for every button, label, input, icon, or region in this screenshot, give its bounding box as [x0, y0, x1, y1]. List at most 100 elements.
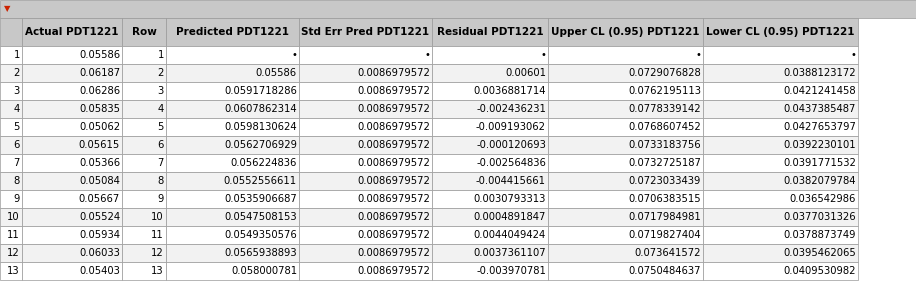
- Text: 0.0535906687: 0.0535906687: [224, 194, 297, 204]
- Bar: [22, 46, 122, 64]
- Bar: [0, 100, 22, 118]
- Text: -0.000120693: -0.000120693: [476, 140, 546, 150]
- Text: 0.0421241458: 0.0421241458: [783, 86, 856, 96]
- Bar: [432, 190, 548, 208]
- Bar: [703, 64, 858, 82]
- Text: 8: 8: [158, 176, 164, 186]
- Bar: [432, 100, 548, 118]
- Text: 0.0437385487: 0.0437385487: [783, 104, 856, 114]
- Text: Actual PDT1221: Actual PDT1221: [26, 27, 119, 37]
- Bar: [299, 190, 432, 208]
- Text: 0.0004891847: 0.0004891847: [474, 212, 546, 222]
- Bar: [299, 64, 432, 82]
- Text: 0.05524: 0.05524: [79, 212, 120, 222]
- Text: 0.0388123172: 0.0388123172: [783, 68, 856, 78]
- Text: 11: 11: [151, 230, 164, 240]
- Bar: [166, 154, 299, 172]
- Text: 0.0030793313: 0.0030793313: [474, 194, 546, 204]
- Bar: [703, 244, 858, 262]
- Bar: [703, 118, 858, 136]
- Bar: [22, 82, 122, 100]
- Text: 0.0044049424: 0.0044049424: [474, 230, 546, 240]
- Text: 0.0565938893: 0.0565938893: [224, 248, 297, 258]
- Text: 0.073641572: 0.073641572: [635, 248, 701, 258]
- Text: 11: 11: [7, 230, 20, 240]
- Bar: [122, 262, 166, 280]
- Bar: [166, 64, 299, 82]
- Bar: [548, 18, 703, 46]
- Text: 4: 4: [14, 104, 20, 114]
- Bar: [548, 226, 703, 244]
- Text: 12: 12: [7, 248, 20, 258]
- Bar: [122, 64, 166, 82]
- Bar: [166, 262, 299, 280]
- Bar: [432, 172, 548, 190]
- Bar: [432, 226, 548, 244]
- Text: 5: 5: [14, 122, 20, 132]
- Bar: [548, 190, 703, 208]
- Bar: [0, 18, 22, 46]
- Text: 9: 9: [14, 194, 20, 204]
- Text: 6: 6: [14, 140, 20, 150]
- Text: 8: 8: [14, 176, 20, 186]
- Text: 0.0086979572: 0.0086979572: [357, 140, 430, 150]
- Text: -0.009193062: -0.009193062: [476, 122, 546, 132]
- Bar: [122, 172, 166, 190]
- Text: 12: 12: [151, 248, 164, 258]
- Text: Std Err Pred PDT1221: Std Err Pred PDT1221: [301, 27, 430, 37]
- Bar: [122, 118, 166, 136]
- Text: 0.05084: 0.05084: [79, 176, 120, 186]
- Text: 0.06286: 0.06286: [79, 86, 120, 96]
- Bar: [548, 64, 703, 82]
- Text: 0.0732725187: 0.0732725187: [628, 158, 701, 168]
- Text: 0.00601: 0.00601: [505, 68, 546, 78]
- Bar: [122, 100, 166, 118]
- Text: 10: 10: [7, 212, 20, 222]
- Text: •: •: [850, 50, 856, 60]
- Text: 0.0598130624: 0.0598130624: [224, 122, 297, 132]
- Text: ▼: ▼: [4, 4, 10, 13]
- Text: 0.05835: 0.05835: [79, 104, 120, 114]
- Bar: [548, 244, 703, 262]
- Text: Lower CL (0.95) PDT1221: Lower CL (0.95) PDT1221: [706, 27, 855, 37]
- Bar: [166, 226, 299, 244]
- Text: 0.0591718286: 0.0591718286: [224, 86, 297, 96]
- Bar: [299, 118, 432, 136]
- Text: Upper CL (0.95) PDT1221: Upper CL (0.95) PDT1221: [551, 27, 700, 37]
- Bar: [0, 172, 22, 190]
- Text: 0.0037361107: 0.0037361107: [474, 248, 546, 258]
- Bar: [122, 82, 166, 100]
- Bar: [703, 46, 858, 64]
- Bar: [548, 118, 703, 136]
- Text: 9: 9: [158, 194, 164, 204]
- Bar: [0, 154, 22, 172]
- Bar: [22, 262, 122, 280]
- Bar: [548, 100, 703, 118]
- Bar: [299, 154, 432, 172]
- Text: 0.0706383515: 0.0706383515: [628, 194, 701, 204]
- Bar: [0, 82, 22, 100]
- Bar: [0, 208, 22, 226]
- Text: 0.05062: 0.05062: [79, 122, 120, 132]
- Bar: [432, 136, 548, 154]
- Bar: [22, 64, 122, 82]
- Bar: [548, 46, 703, 64]
- Bar: [166, 82, 299, 100]
- Bar: [0, 262, 22, 280]
- Text: 0.0549350576: 0.0549350576: [224, 230, 297, 240]
- Text: 0.056224836: 0.056224836: [231, 158, 297, 168]
- Bar: [432, 64, 548, 82]
- Bar: [166, 244, 299, 262]
- Text: 0.0547508153: 0.0547508153: [224, 212, 297, 222]
- Text: 2: 2: [14, 68, 20, 78]
- Bar: [0, 136, 22, 154]
- Bar: [22, 154, 122, 172]
- Text: 7: 7: [14, 158, 20, 168]
- Text: 0.0086979572: 0.0086979572: [357, 248, 430, 258]
- Bar: [0, 244, 22, 262]
- Text: 4: 4: [158, 104, 164, 114]
- Bar: [22, 18, 122, 46]
- Text: Predicted PDT1221: Predicted PDT1221: [176, 27, 289, 37]
- Bar: [0, 64, 22, 82]
- Text: 0.0607862314: 0.0607862314: [224, 104, 297, 114]
